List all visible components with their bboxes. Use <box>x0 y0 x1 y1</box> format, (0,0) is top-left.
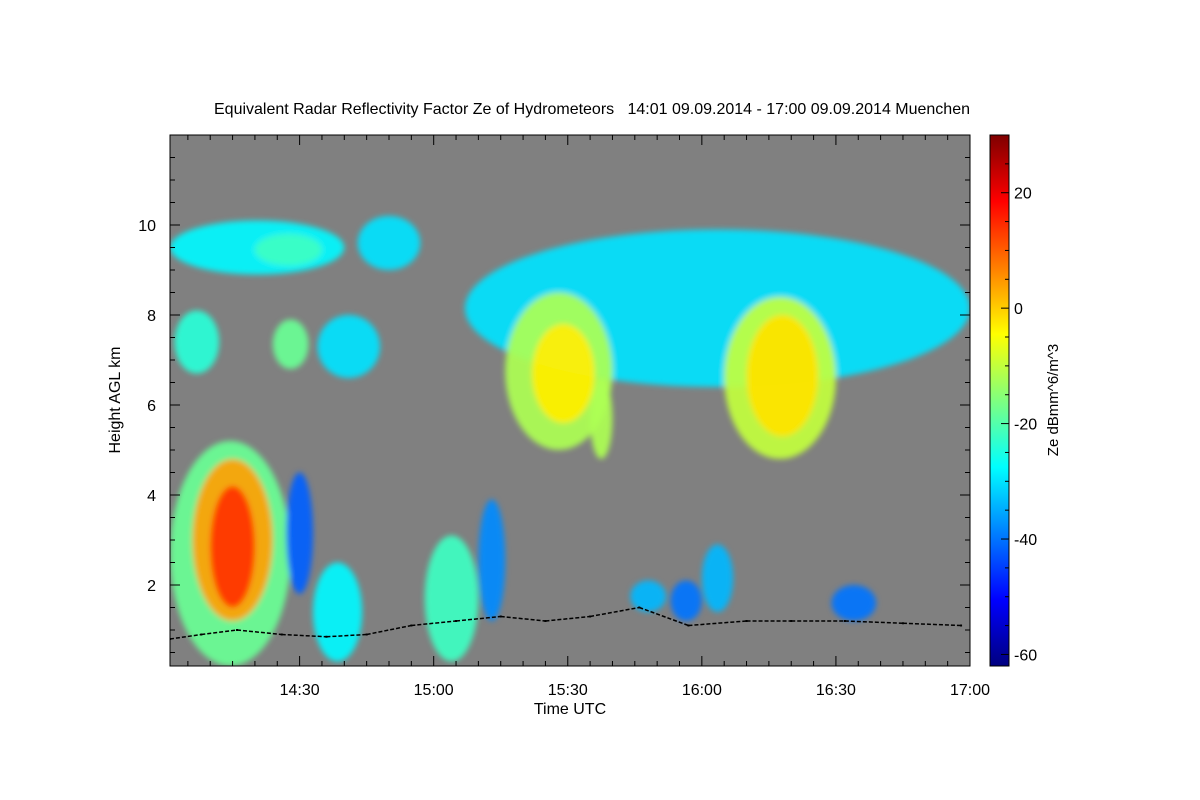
x-axis: 14:30 15:00 15:30 16:00 16:30 17:00 <box>187 135 990 699</box>
cloud-base-trace <box>281 633 327 638</box>
y-axis-label: Height AGL km <box>107 346 124 453</box>
cloud-base-trace <box>844 620 903 624</box>
colorbar-tick-label: -20 <box>1014 417 1037 434</box>
echo-region <box>670 580 702 621</box>
echo-region <box>272 319 309 369</box>
cloud-base-trace <box>366 624 412 636</box>
cloud-base-trace <box>326 633 367 638</box>
cloud-base-trace <box>545 615 591 622</box>
echo-region <box>424 535 479 662</box>
echo-region <box>590 378 613 459</box>
x-tick-label: 15:00 <box>414 682 454 699</box>
colorbar-tick-label: -60 <box>1014 647 1037 664</box>
colorbar-tick-label: 0 <box>1014 301 1023 318</box>
cloud-base-marker <box>960 624 963 627</box>
x-tick-label: 14:30 <box>280 682 320 699</box>
echo-region <box>701 544 734 612</box>
cloud-base-trace <box>236 629 282 636</box>
y-tick-label: 10 <box>138 218 156 235</box>
echo-region <box>210 486 255 608</box>
x-tick-label: 17:00 <box>950 682 990 699</box>
echo-region <box>746 315 819 437</box>
chart-title: Equivalent Radar Reflectivity Factor Ze … <box>214 101 970 118</box>
cloud-base-trace <box>170 633 202 640</box>
y-tick-label: 2 <box>147 578 156 595</box>
echo-region <box>286 472 314 594</box>
cloud-base-trace <box>639 606 689 627</box>
echo-region <box>313 562 363 662</box>
y-axis: 2 4 6 8 10 <box>138 157 970 653</box>
echo-region <box>357 216 421 270</box>
colorbar-tick-label: 20 <box>1014 186 1032 203</box>
echo-region <box>254 234 322 266</box>
cloud-base-trace <box>201 629 238 636</box>
plot-frame <box>169 134 971 667</box>
x-tick-label: 16:00 <box>682 682 722 699</box>
y-tick-label: 6 <box>147 398 156 415</box>
echo-layer <box>170 216 970 666</box>
y-tick-label: 4 <box>147 488 156 505</box>
x-axis-label: Time UTC <box>534 701 606 718</box>
cloud-base-trace <box>500 615 546 622</box>
cloud-base-markers <box>170 606 963 640</box>
echo-region <box>630 580 667 612</box>
cloud-base-trace <box>688 620 747 627</box>
cloud-base-trace <box>589 606 640 618</box>
cloud-base-trace <box>411 620 457 627</box>
echo-region <box>831 585 877 621</box>
colorbar-axis: 20 0 -20 -40 -60 <box>1001 134 1037 664</box>
cloud-base-trace <box>455 615 501 622</box>
x-tick-label: 15:30 <box>548 682 588 699</box>
y-tick-label: 8 <box>147 308 156 325</box>
x-tick-label: 16:30 <box>816 682 856 699</box>
echo-region <box>532 324 595 423</box>
echo-region <box>317 315 381 378</box>
colorbar <box>989 134 1010 667</box>
cloud-base-trace <box>902 622 962 627</box>
echo-region <box>174 310 220 374</box>
colorbar-label: Ze dBmm^6/m^3 <box>1045 344 1062 456</box>
colorbar-tick-label: -40 <box>1014 532 1037 549</box>
echo-region <box>478 499 506 621</box>
